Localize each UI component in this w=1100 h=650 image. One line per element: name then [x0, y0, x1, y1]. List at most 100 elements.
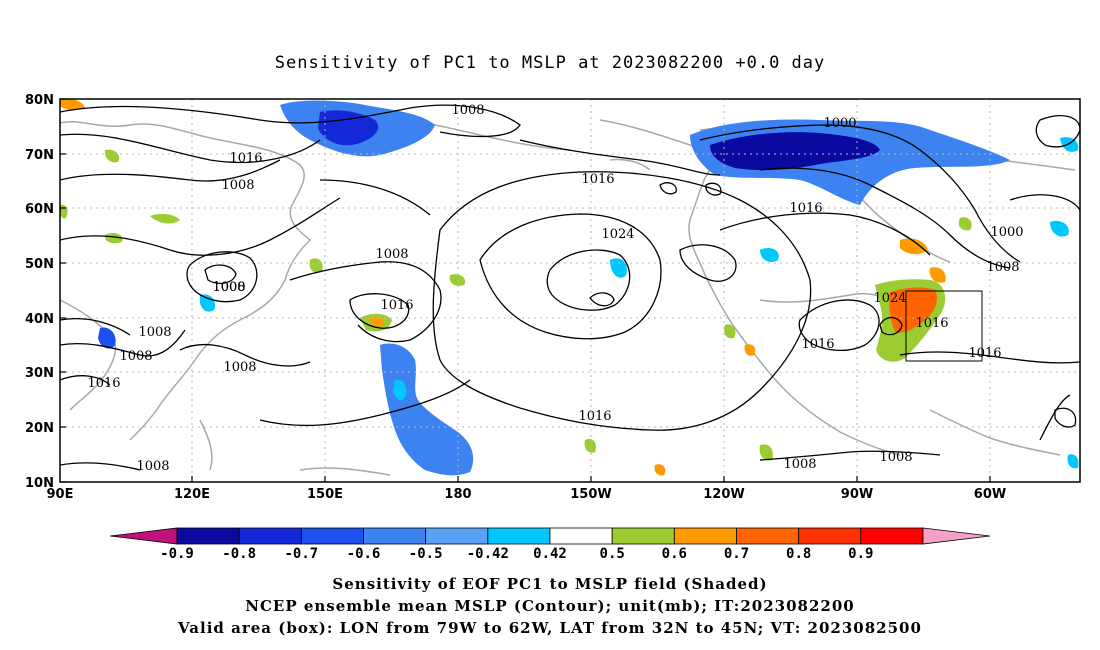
colorbar-label: -0.5: [409, 546, 443, 562]
contour-label: 1008: [986, 260, 1019, 275]
shade-positive-green-4: [309, 258, 323, 273]
contour-label: 1016: [789, 201, 822, 216]
colorbar-label: 0.5: [600, 546, 625, 562]
shade-light-pacific: [393, 379, 407, 401]
contour-label: 1000: [823, 116, 856, 131]
colorbar-label: -0.42: [467, 546, 509, 562]
mslp-contours: [59, 104, 1081, 471]
colorbar-label: 0.8: [786, 546, 811, 562]
contour-label: 1008: [221, 178, 254, 193]
contour-label-1000: 1000: [212, 280, 245, 295]
lat-label: 20N: [25, 421, 54, 436]
colorbar-label: -0.6: [347, 546, 381, 562]
map-grid: [60, 99, 1080, 482]
shade-positive-orange-canada: [900, 238, 928, 255]
shade-negative-bering-core: [318, 110, 379, 146]
lon-label: 120W: [703, 487, 744, 502]
lon-label: 90E: [47, 487, 74, 502]
shade-positive-green-10: [104, 149, 120, 163]
map-frame: [59, 98, 1081, 483]
lat-label: 50N: [25, 257, 54, 272]
colorbar-cell: [736, 527, 800, 545]
lon-label: 60W: [974, 487, 1006, 502]
contour-label: 1008: [783, 457, 816, 472]
shade-light-central: [610, 258, 627, 278]
contour-label: 1016: [87, 376, 120, 391]
shade-positive-orange-atlantic: [929, 267, 946, 283]
sensitivity-shading: [59, 98, 1079, 476]
contour-label: 1008: [212, 280, 245, 295]
colorbar-cell: [798, 527, 862, 545]
contour-label: 1008: [879, 450, 912, 465]
longitude-labels: 90E 120E 150E 180 150W 120W 90W 60W: [47, 487, 1007, 502]
shade-light-south: [1067, 454, 1079, 469]
shade-light-canada: [760, 248, 779, 262]
shade-positive-green-6: [724, 324, 736, 339]
lat-label: 10N: [25, 476, 54, 491]
colorbar-cell: [363, 527, 427, 545]
caption-line-2: NCEP ensemble mean MSLP (Contour); unit(…: [245, 597, 854, 615]
lat-label: 60N: [25, 202, 54, 217]
caption: Sensitivity of EOF PC1 to MSLP field (Sh…: [177, 575, 921, 637]
shade-positive-orange-mex: [744, 344, 756, 356]
shade-negative-hudson-core: [710, 132, 880, 171]
colorbar-cell: [300, 527, 364, 545]
shade-positive-green-3: [104, 232, 123, 244]
contour-label: 1016: [968, 346, 1001, 361]
colorbar-cell: [487, 527, 551, 545]
colorbar-label: -0.7: [284, 546, 318, 562]
shade-positive-green-7: [759, 444, 773, 461]
shade-negative-india: [98, 327, 116, 349]
map-ticks: [60, 98, 991, 483]
shade-positive-green-11: [584, 438, 596, 453]
colorbar-label: -0.9: [160, 546, 194, 562]
contour-label: 1016: [915, 316, 948, 331]
colorbar-cells: [109, 527, 991, 545]
lat-label: 40N: [25, 312, 54, 327]
lon-label: 150W: [570, 487, 611, 502]
contour-label: 1024: [601, 227, 634, 242]
lon-label: 150E: [307, 487, 343, 502]
contour-label: 1016: [578, 409, 611, 424]
lat-label: 80N: [25, 93, 54, 108]
colorbar: -0.9 -0.8 -0.7 -0.6 -0.5 -0.42 0.42 0.5 0.6 0.7 0.…: [109, 527, 991, 562]
shade-positive-green-8: [958, 217, 972, 231]
contour-label: 1008: [136, 459, 169, 474]
colorbar-cell: [549, 527, 613, 545]
shade-light-asia: [199, 294, 216, 312]
contour-label: 1016: [380, 298, 413, 313]
contour-label: 1008: [223, 360, 256, 375]
colorbar-cell: [860, 527, 924, 545]
contour-label: 1008: [451, 103, 484, 118]
shade-positive-green-5: [449, 274, 466, 286]
contour-label: 1008: [138, 325, 171, 340]
colorbar-cell: [611, 527, 675, 545]
colorbar-cell: [109, 527, 178, 545]
colorbar-label: 0.6: [662, 546, 687, 562]
shade-positive-orange-valid: [889, 287, 937, 333]
contour-label: 1016: [801, 337, 834, 352]
lon-label: 180: [444, 487, 471, 502]
colorbar-cell: [922, 527, 991, 545]
shade-positive-orange-top: [60, 98, 85, 111]
contour-label: 1016: [581, 172, 614, 187]
colorbar-cell: [176, 527, 240, 545]
lat-label: 30N: [25, 366, 54, 381]
contour-label: 1024: [873, 291, 906, 306]
shade-negative-pacific: [380, 343, 474, 476]
colorbar-label: 0.9: [848, 546, 873, 562]
lon-label: 90W: [841, 487, 873, 502]
contour-label: 1008: [375, 247, 408, 262]
contour-label: 1016: [229, 151, 262, 166]
contour-labels: 1008 1000 1016 1008 1016 1008 1008 1000 …: [87, 103, 1023, 474]
map-panel: 1008 1000 1016 1008 1016 1008 1008 1000 …: [25, 93, 1081, 502]
colorbar-cell: [425, 527, 489, 545]
colorbar-label: -0.8: [222, 546, 256, 562]
caption-line-1: Sensitivity of EOF PC1 to MSLP field (Sh…: [332, 575, 767, 593]
colorbar-labels: -0.9 -0.8 -0.7 -0.6 -0.5 -0.42 0.42 0.5 0.6 0.7 0.…: [160, 546, 873, 562]
lat-label: 70N: [25, 148, 54, 163]
contour-label: 1000: [990, 225, 1023, 240]
colorbar-cell: [238, 527, 302, 545]
latitude-labels: 80N 70N 60N 50N 40N 30N 20N 10N: [25, 93, 54, 491]
